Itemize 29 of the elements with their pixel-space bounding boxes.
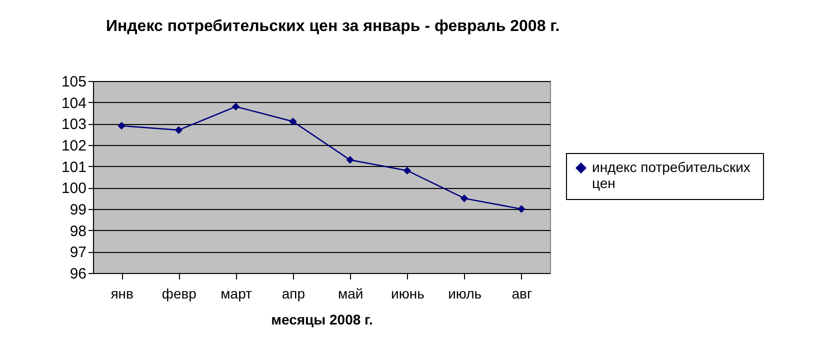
x-axis-title: месяцы 2008 г.	[271, 312, 373, 328]
y-tick-label: 96	[70, 266, 86, 282]
y-tick-label: 105	[61, 74, 86, 90]
point	[460, 194, 468, 202]
y-tick-label: 99	[70, 202, 86, 218]
y-tick-label: 103	[61, 116, 86, 134]
y-tick-label: 100	[61, 180, 86, 198]
x-tick-label: янв	[110, 286, 134, 302]
point	[232, 102, 240, 110]
x-tick-label: июль	[448, 286, 482, 302]
point	[518, 205, 526, 213]
legend-label: индекс потребительских цен	[592, 159, 750, 191]
point	[289, 118, 297, 126]
y-tick-label: 104	[61, 94, 86, 112]
x-tick-label: февр	[162, 286, 197, 302]
y-tick-label: 97	[70, 244, 86, 262]
y-tick-label: 98	[70, 222, 86, 240]
x-tick-label: апр	[282, 286, 306, 302]
y-tick-label: 101	[61, 158, 86, 176]
chart-title: Индекс потребительских цен за январь - февраль 2008 г.	[106, 18, 560, 35]
x-tick-label: авг	[512, 286, 532, 302]
point	[118, 122, 126, 130]
x-tick-label: июнь	[391, 286, 424, 302]
point	[346, 156, 354, 164]
x-tick-label: март	[220, 286, 253, 302]
x-tick-label: май	[338, 286, 364, 302]
point	[403, 166, 412, 174]
point	[174, 126, 183, 134]
y-tick-label: 102	[61, 138, 86, 154]
